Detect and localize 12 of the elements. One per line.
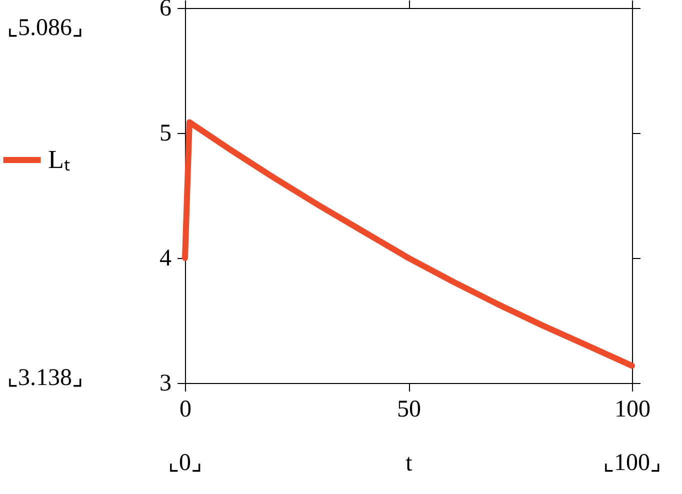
- text: ⌞3.138⌟: [7, 365, 83, 391]
- x-axis-title: t: [406, 450, 413, 476]
- x-tick-label: 50: [397, 396, 421, 422]
- text: ⌞0⌟: [168, 450, 202, 476]
- y-tick-label: 3: [160, 370, 172, 396]
- y-tick-label: 5: [160, 120, 172, 146]
- legend-label: Lₜ: [48, 145, 70, 174]
- y-tick-label: 4: [160, 246, 172, 272]
- text: ⌞100⌟: [603, 450, 661, 476]
- x-tick-label: 100: [614, 396, 650, 422]
- text: ⌞5.086⌟: [7, 15, 83, 41]
- x-tick-label: 0: [180, 396, 192, 422]
